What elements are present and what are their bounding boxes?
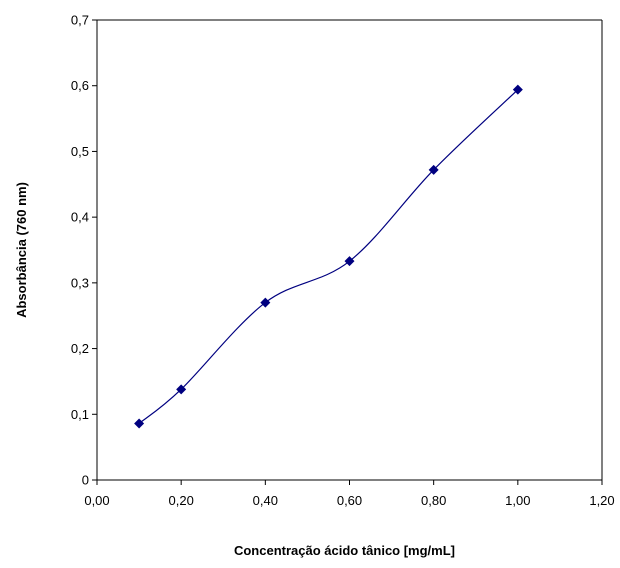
series-layer	[134, 84, 523, 429]
x-tick-label: 0,60	[337, 493, 362, 508]
y-tick-label: 0,3	[71, 275, 89, 290]
x-tick-label: 0,20	[169, 493, 194, 508]
data-point-marker	[344, 256, 355, 267]
x-axis-title: Concentração ácido tânico [mg/mL]	[234, 543, 455, 558]
y-tick-label: 0,4	[71, 210, 89, 225]
y-tick-label: 0,7	[71, 13, 89, 28]
x-tick-label: 1,20	[589, 493, 614, 508]
y-tick-label: 0,5	[71, 144, 89, 159]
data-point-marker	[134, 418, 145, 429]
series-line	[138, 89, 519, 424]
x-tick-label: 1,00	[505, 493, 530, 508]
y-tick-label: 0,2	[71, 341, 89, 356]
x-axis-ticks: 0,00 0,20 0,40 0,60 0,80 1,00 1,20	[84, 480, 615, 508]
y-axis-ticks: 0 0,1 0,2 0,3 0,4 0,5 0,6 0,7	[71, 13, 97, 488]
axes	[96, 19, 603, 481]
data-point-marker	[260, 297, 271, 308]
y-axis-title: Absorbância (760 nm)	[14, 182, 29, 318]
x-tick-label: 0,80	[421, 493, 446, 508]
data-point-marker	[428, 164, 439, 175]
y-tick-label: 0	[82, 473, 89, 488]
x-tick-label: 0,00	[84, 493, 109, 508]
y-tick-label: 0,6	[71, 78, 89, 93]
y-tick-label: 0,1	[71, 407, 89, 422]
data-point-marker	[512, 84, 523, 95]
x-tick-label: 0,40	[253, 493, 278, 508]
data-point-marker	[176, 384, 187, 395]
